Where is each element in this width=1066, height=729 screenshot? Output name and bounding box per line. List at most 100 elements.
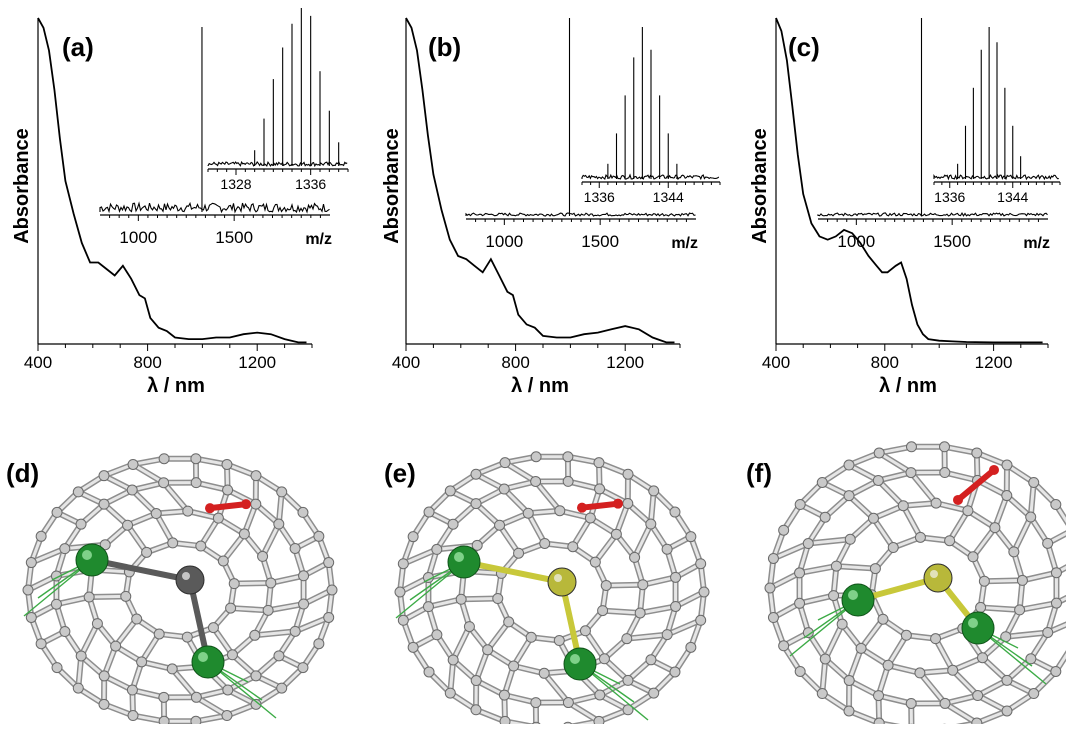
carbon-atom: [448, 519, 458, 529]
carbon-atom: [795, 598, 805, 608]
carbon-atom: [874, 718, 884, 724]
carbon-atom: [1051, 500, 1061, 510]
x-tick-label: 400: [762, 353, 790, 372]
carbon-atom: [779, 525, 789, 535]
inset-x-axis-title: m/z: [671, 235, 698, 252]
zoom-x-tick-label: 1344: [997, 189, 1028, 205]
carbon-atom: [182, 632, 192, 642]
carbon-atom: [595, 690, 605, 700]
cage-bond-highlight: [164, 483, 188, 511]
metal-atom: [192, 646, 224, 678]
carbon-atom: [251, 499, 261, 509]
zoom-x-tick-label: 1336: [584, 189, 615, 205]
carbon-atom: [423, 602, 433, 612]
carbon-atom: [945, 536, 955, 546]
metal-atom: [564, 648, 596, 680]
carbon-atom: [779, 641, 789, 651]
carbon-atom: [298, 507, 308, 517]
carbon-atom: [1029, 689, 1039, 699]
carbon-atom: [445, 486, 455, 496]
inset-x-axis-title: m/z: [1023, 235, 1050, 252]
absorbance-series: [776, 18, 1043, 342]
carbon-atom: [509, 661, 519, 671]
carbon-atom: [471, 676, 481, 686]
carbon-atom: [638, 580, 648, 590]
carbon-atom: [686, 642, 696, 652]
carbon-atom: [671, 572, 681, 582]
carbon-atom: [990, 523, 1000, 533]
carbon-atom: [568, 542, 578, 552]
cage-bond-highlight: [945, 703, 977, 723]
carbon-atom: [445, 688, 455, 698]
carbon-atom: [448, 655, 458, 665]
carbon-atom: [277, 683, 287, 693]
carbon-atom: [222, 459, 232, 469]
carbon-atom: [1051, 568, 1061, 578]
carbon-atom: [874, 448, 884, 458]
carbon-atom: [1002, 460, 1012, 470]
carbon-atom: [540, 538, 550, 548]
carbon-atom: [1026, 512, 1036, 522]
carbon-atom: [500, 716, 510, 724]
carbon-atom: [84, 592, 94, 602]
carbon-atom: [555, 506, 565, 516]
carbon-atom: [52, 507, 62, 517]
panel-label-d: (d): [6, 458, 39, 488]
carbon-atom: [23, 585, 33, 595]
carbon-atom: [831, 561, 841, 571]
carbon-atom: [686, 532, 696, 542]
carbon-atom: [408, 532, 418, 542]
carbon-atom: [803, 539, 813, 549]
panel-e: (e): [384, 452, 709, 724]
carbon-atom: [424, 507, 434, 517]
carbon-atom: [154, 629, 164, 639]
carbon-atom: [940, 442, 950, 452]
zoom-x-tick-label: 1344: [653, 189, 684, 205]
carbon-atom: [888, 543, 898, 553]
carbon-atom: [594, 716, 604, 724]
carbon-atom: [456, 594, 466, 604]
carbon-atom: [768, 613, 778, 623]
carbon-atom: [464, 622, 474, 632]
x-tick-label: 1200: [975, 353, 1013, 372]
carbon-atom: [60, 627, 70, 637]
carbon-atom: [601, 580, 611, 590]
carbon-atom: [128, 459, 138, 469]
cage-bond-highlight: [453, 627, 469, 660]
carbon-atom: [128, 711, 138, 721]
x-tick-label: 800: [501, 353, 529, 372]
metal-atom-shine: [82, 550, 92, 560]
carbon-atom: [274, 651, 284, 661]
carbon-atom: [635, 608, 645, 618]
red-atom: [577, 503, 587, 513]
carbon-atom: [226, 603, 236, 613]
x-tick-label: 400: [24, 353, 52, 372]
carbon-atom: [646, 655, 656, 665]
cage-bond-highlight: [172, 669, 196, 697]
panel-d: (d): [6, 454, 337, 724]
carbon-atom: [274, 519, 284, 529]
carbon-atom: [51, 599, 61, 609]
inset-x-tick-label: 1000: [485, 232, 523, 251]
carbon-atom: [73, 683, 83, 693]
carbon-atom: [111, 641, 121, 651]
x-axis-title-a: λ / nm: [147, 375, 205, 397]
carbon-atom: [26, 612, 36, 622]
carbon-atom: [218, 556, 228, 566]
carbon-atom: [1051, 598, 1061, 608]
carbon-atom: [906, 698, 916, 708]
carbon-atom: [768, 553, 778, 563]
carbon-atom: [1043, 538, 1053, 548]
carbon-atom: [611, 529, 621, 539]
center-atom: [548, 568, 576, 596]
carbon-atom: [563, 452, 573, 462]
carbon-atom: [696, 615, 706, 625]
carbon-atom: [183, 506, 193, 516]
carbon-atom: [1002, 706, 1012, 716]
carbon-atom: [99, 699, 109, 709]
carbon-atom: [623, 469, 633, 479]
carbon-atom: [844, 460, 854, 470]
x-tick-label: 1200: [238, 353, 276, 372]
carbon-atom: [1029, 477, 1039, 487]
